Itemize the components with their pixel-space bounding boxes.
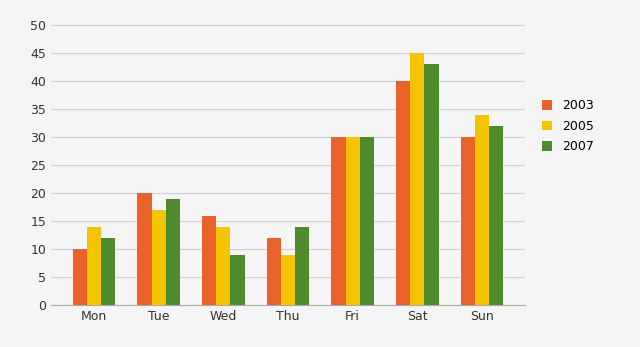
Bar (360, 137, 374, 305)
Bar (216, 227, 230, 305)
Bar (166, 199, 180, 305)
Bar (138, 193, 152, 305)
Bar (424, 64, 438, 305)
Bar (267, 238, 281, 305)
Bar (230, 255, 244, 305)
Bar (295, 227, 309, 305)
Bar (152, 210, 166, 305)
Bar (489, 126, 503, 305)
Bar (346, 137, 360, 305)
Bar (101, 238, 115, 305)
Legend: 2003, 2005, 2007: 2003, 2005, 2007 (536, 93, 600, 160)
Bar (461, 137, 475, 305)
Bar (202, 216, 216, 305)
Bar (87, 227, 101, 305)
Bar (475, 115, 489, 305)
Bar (281, 255, 295, 305)
Bar (332, 137, 346, 305)
Bar (396, 81, 410, 305)
Bar (73, 249, 87, 305)
Bar (410, 53, 424, 305)
